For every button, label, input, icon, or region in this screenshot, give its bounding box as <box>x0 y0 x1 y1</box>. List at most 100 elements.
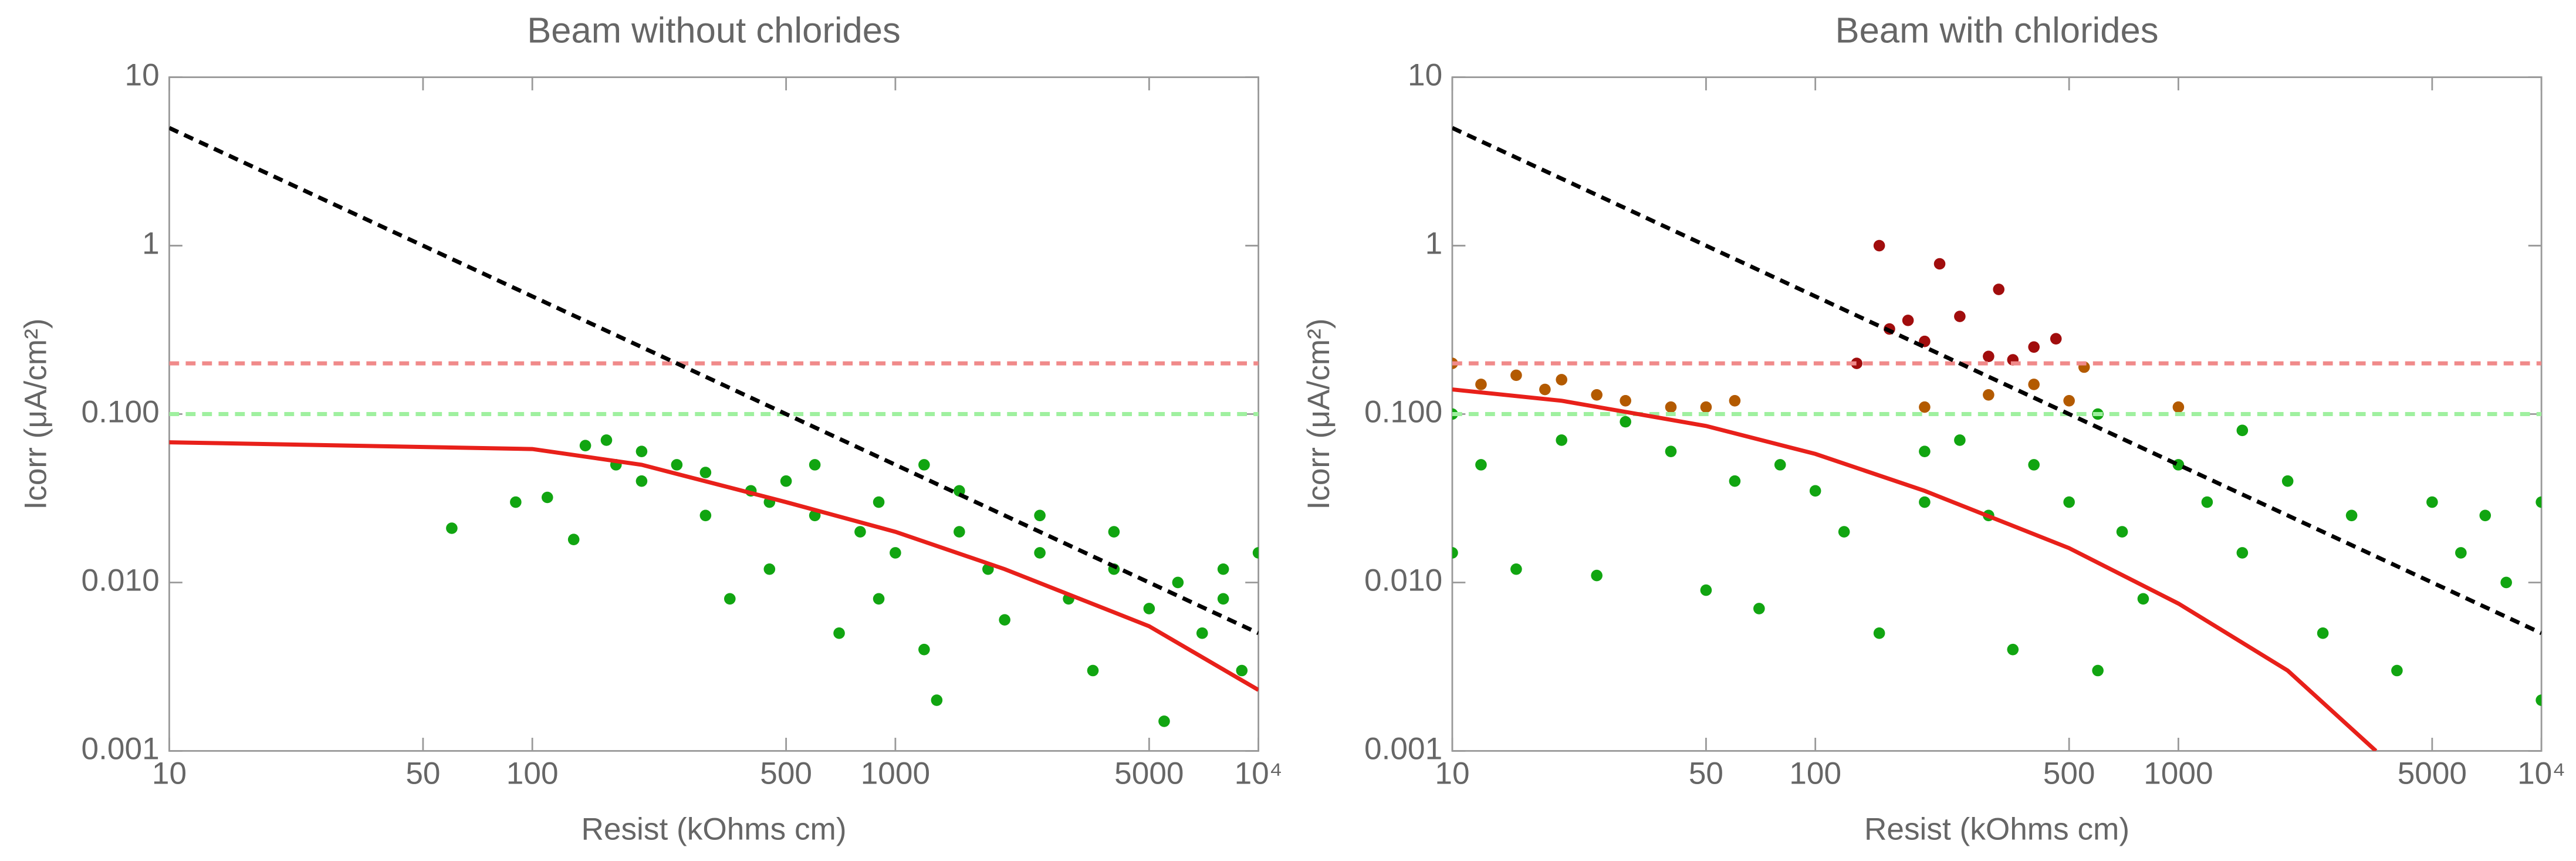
x-tick-label: 10 <box>1435 756 1469 791</box>
y-tick-label: 0.100 <box>82 395 160 430</box>
data-point <box>1452 547 1458 559</box>
data-point <box>1539 383 1551 396</box>
data-point <box>510 496 522 508</box>
data-point <box>780 475 792 487</box>
line-series <box>1452 387 2378 751</box>
data-point <box>635 475 648 487</box>
x-tick-label: 10 <box>152 756 187 791</box>
data-point <box>873 593 885 605</box>
data-point <box>1620 416 1631 428</box>
data-point <box>1158 715 1170 727</box>
data-point <box>1954 310 1966 322</box>
data-point <box>1620 394 1631 407</box>
data-point <box>1809 485 1821 497</box>
data-point <box>2536 496 2542 508</box>
y-tick-label: 10 <box>124 58 159 93</box>
data-point <box>2536 694 2542 706</box>
data-point <box>2426 496 2438 508</box>
data-point <box>1665 445 1677 457</box>
data-point <box>446 522 458 534</box>
data-point <box>2007 643 2019 656</box>
x-tick-label: 10⁴ <box>1235 756 1283 791</box>
chart-panel: Beam without chlorides Resist (kOhms cm) I… <box>19 10 1283 846</box>
data-point <box>1993 283 2005 295</box>
plot-area <box>1452 126 2542 751</box>
y-tick-label: 1 <box>1425 227 1443 261</box>
y-tick-label: 0.001 <box>82 731 160 766</box>
data-point <box>600 434 613 446</box>
data-point <box>854 526 866 538</box>
x-tick-label: 10⁴ <box>2517 756 2565 791</box>
y-tick-label: 0.001 <box>1364 731 1442 766</box>
data-point <box>2455 547 2467 559</box>
x-tick-label: 50 <box>405 756 440 791</box>
x-tick-label: 500 <box>760 756 812 791</box>
data-point <box>1700 584 1712 596</box>
data-point <box>918 643 930 656</box>
data-point <box>635 445 648 457</box>
data-point <box>1556 434 1568 446</box>
data-point <box>1753 603 1765 614</box>
data-point <box>2092 664 2104 677</box>
line-series <box>169 126 1259 636</box>
x-tick-label: 5000 <box>1114 756 1184 791</box>
data-point <box>1983 389 1994 401</box>
x-tick-label: 5000 <box>2398 756 2467 791</box>
data-point <box>1475 459 1487 471</box>
data-point <box>2063 496 2075 508</box>
data-point <box>1252 547 1259 559</box>
data-point <box>1700 401 1712 413</box>
data-point <box>2236 424 2249 437</box>
data-point <box>1236 664 1248 677</box>
data-point <box>1556 374 1568 386</box>
data-point <box>1933 258 1946 270</box>
data-point <box>2236 547 2249 559</box>
data-point <box>2028 379 2040 390</box>
plot-area <box>169 126 1259 727</box>
data-point <box>1475 379 1487 390</box>
data-point <box>1196 627 1208 639</box>
data-point <box>2116 526 2128 538</box>
data-point <box>2500 576 2512 589</box>
data-point <box>2345 509 2358 522</box>
data-point <box>2028 459 2040 471</box>
data-point <box>2201 496 2213 508</box>
data-point <box>873 496 885 508</box>
x-tick-label: 1000 <box>861 756 930 791</box>
data-point <box>671 459 683 471</box>
data-point <box>1873 627 1885 639</box>
data-point <box>833 627 845 639</box>
data-point <box>541 491 553 504</box>
x-tick-label: 50 <box>1689 756 1723 791</box>
data-point <box>954 526 965 538</box>
data-point <box>1087 664 1099 677</box>
y-axis-label: Icorr (μA/cm²) <box>19 318 53 509</box>
data-point <box>1729 475 1741 487</box>
y-tick-label: 0.010 <box>82 563 160 598</box>
data-point <box>724 593 736 605</box>
data-point <box>1510 563 1522 575</box>
data-point <box>2391 664 2403 677</box>
data-point <box>1172 576 1184 589</box>
data-point <box>579 440 591 451</box>
data-point <box>1902 315 1914 326</box>
x-axis-label: Resist (kOhms cm) <box>1864 812 2129 847</box>
data-point <box>1919 445 1931 457</box>
data-point <box>918 459 930 471</box>
y-tick-label: 1 <box>142 227 160 261</box>
data-point <box>931 694 943 706</box>
chart-title: Beam without chlorides <box>527 10 901 50</box>
data-point <box>1774 459 1786 471</box>
data-point <box>2281 475 2294 487</box>
line-series <box>169 440 1259 692</box>
data-point <box>1143 603 1155 614</box>
data-point <box>809 459 821 471</box>
data-point <box>2137 593 2149 605</box>
data-point <box>2063 394 2075 407</box>
data-point <box>1665 401 1677 413</box>
data-point <box>763 563 776 575</box>
data-point <box>1919 496 1931 508</box>
data-point <box>1851 357 1862 369</box>
data-point <box>1954 434 1966 446</box>
data-point <box>1217 593 1229 605</box>
